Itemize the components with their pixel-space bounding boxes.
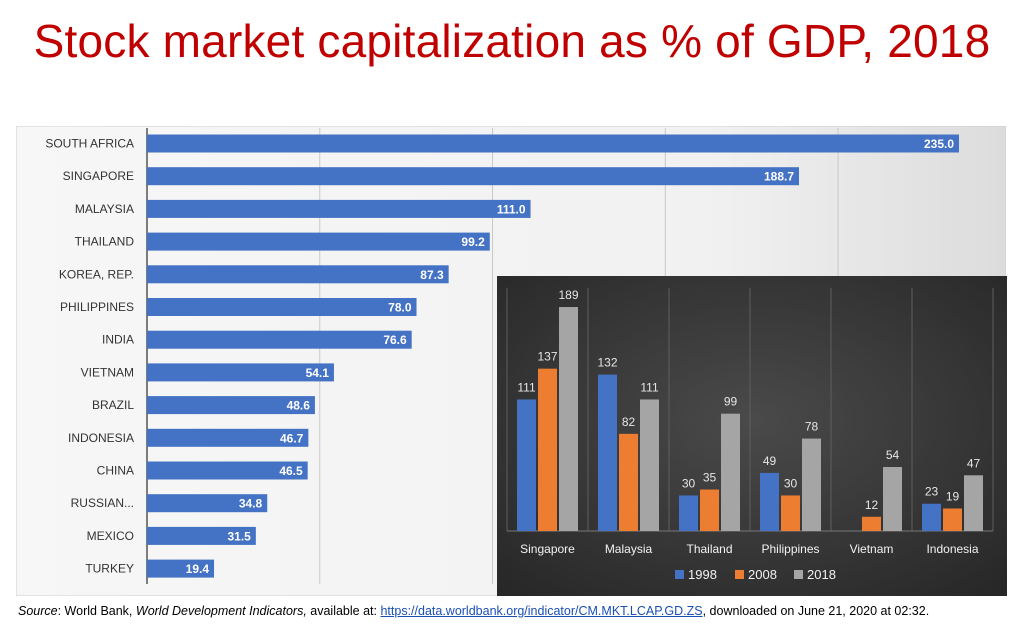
main-bar	[147, 298, 417, 316]
main-category-label: CHINA	[97, 464, 134, 478]
source-link[interactable]: https://data.worldbank.org/indicator/CM.…	[380, 604, 703, 618]
inset-bar-2018	[883, 467, 902, 531]
chart-title: Stock market capitalization as % of GDP,…	[33, 15, 991, 67]
main-category-label: INDONESIA	[68, 431, 134, 445]
inset-category-label: Indonesia	[926, 542, 978, 556]
main-category-label: MEXICO	[87, 529, 134, 543]
main-value-label: 78.0	[388, 301, 412, 315]
inset-category-label: Philippines	[761, 542, 819, 556]
legend-label-2008: 2008	[748, 567, 777, 582]
source-publication: World Development Indicators,	[135, 604, 307, 618]
inset-category-label: Vietnam	[850, 542, 894, 556]
main-bar	[147, 134, 959, 153]
inset-bar-2008	[619, 433, 638, 531]
source-text-3: , downloaded on June 21, 2020 at 02:32.	[702, 604, 930, 618]
inset-bar-2008	[538, 368, 557, 531]
inset-bar-1998	[760, 472, 779, 531]
inset-chart-background	[497, 276, 1007, 596]
inset-value-label: 30	[682, 476, 696, 490]
main-value-label: 76.6	[383, 333, 407, 347]
main-category-label: KOREA, REP.	[59, 267, 134, 281]
inset-value-label: 35	[703, 471, 717, 485]
inset-bar-2018	[964, 475, 983, 531]
main-category-label: RUSSIAN...	[71, 496, 134, 510]
inset-bar-2018	[640, 399, 659, 531]
inset-value-label: 82	[622, 415, 636, 429]
main-bar	[147, 232, 490, 251]
main-value-label: 188.7	[764, 170, 794, 184]
inset-bar-2018	[802, 438, 821, 531]
inset-bar-2008	[781, 495, 800, 531]
main-value-label: 54.1	[306, 366, 330, 380]
legend-swatch-2008	[735, 570, 744, 579]
inset-bar-1998	[922, 503, 941, 531]
main-category-label: THAILAND	[75, 235, 135, 249]
main-value-label: 34.8	[239, 497, 263, 511]
inset-value-label: 54	[886, 448, 900, 462]
main-value-label: 48.6	[287, 399, 311, 413]
inset-bar-1998	[517, 399, 536, 531]
inset-value-label: 47	[967, 456, 981, 470]
main-category-label: BRAZIL	[92, 398, 134, 412]
main-bar	[147, 167, 800, 186]
legend-swatch-1998	[675, 570, 684, 579]
inset-value-label: 30	[784, 476, 798, 490]
inset-value-label: 189	[558, 288, 578, 302]
main-bar	[147, 265, 449, 284]
main-value-label: 19.4	[186, 562, 210, 576]
inset-bar-2018	[721, 413, 740, 531]
main-value-label: 235.0	[924, 137, 954, 151]
inset-value-label: 49	[763, 454, 777, 468]
main-value-label: 99.2	[461, 235, 485, 249]
main-category-label: SOUTH AFRICA	[45, 137, 134, 151]
inset-bar-2008	[943, 508, 962, 531]
main-category-label: INDIA	[102, 333, 134, 347]
inset-value-label: 78	[805, 420, 819, 434]
source-note: Source: World Bank, World Development In…	[18, 604, 929, 618]
main-category-label: TURKEY	[85, 562, 134, 576]
inset-value-label: 19	[946, 489, 960, 503]
main-value-label: 46.5	[279, 464, 303, 478]
main-value-label: 87.3	[420, 268, 444, 282]
inset-value-label: 137	[537, 350, 557, 364]
main-bar	[147, 199, 531, 218]
legend-label-1998: 1998	[688, 567, 717, 582]
main-category-label: SINGAPORE	[63, 169, 134, 183]
inset-value-label: 99	[724, 395, 738, 409]
main-bar	[147, 461, 308, 480]
inset-bar-1998	[679, 495, 698, 531]
inset-value-label: 111	[640, 380, 659, 394]
inset-bar-2008	[862, 516, 881, 531]
main-bar	[147, 494, 268, 513]
main-value-label: 46.7	[280, 431, 304, 445]
inset-value-label: 12	[865, 498, 879, 512]
main-category-label: VIETNAM	[81, 365, 134, 379]
main-category-label: MALAYSIA	[75, 202, 134, 216]
main-category-label: PHILIPPINES	[60, 300, 134, 314]
main-bar	[147, 363, 334, 382]
inset-value-label: 23	[925, 485, 939, 499]
source-text-1: : World Bank,	[57, 604, 136, 618]
inset-bar-1998	[598, 374, 617, 531]
legend-swatch-2018	[794, 570, 803, 579]
source-text-2: available at:	[306, 604, 381, 618]
main-bar	[147, 330, 412, 349]
source-label: Source	[18, 604, 58, 618]
main-bar	[147, 396, 315, 415]
inset-category-label: Thailand	[686, 542, 732, 556]
main-bar	[147, 428, 309, 447]
inset-category-label: Singapore	[520, 542, 575, 556]
main-bar	[147, 526, 256, 545]
inset-value-label: 132	[597, 356, 617, 370]
main-bar	[147, 559, 215, 578]
main-value-label: 111.0	[497, 202, 526, 216]
main-value-label: 31.5	[227, 529, 251, 543]
inset-bar-2018	[559, 307, 578, 531]
legend-label-2018: 2018	[807, 567, 836, 582]
inset-value-label: 111	[517, 380, 536, 394]
inset-bar-2008	[700, 489, 719, 531]
inset-category-label: Malaysia	[605, 542, 653, 556]
